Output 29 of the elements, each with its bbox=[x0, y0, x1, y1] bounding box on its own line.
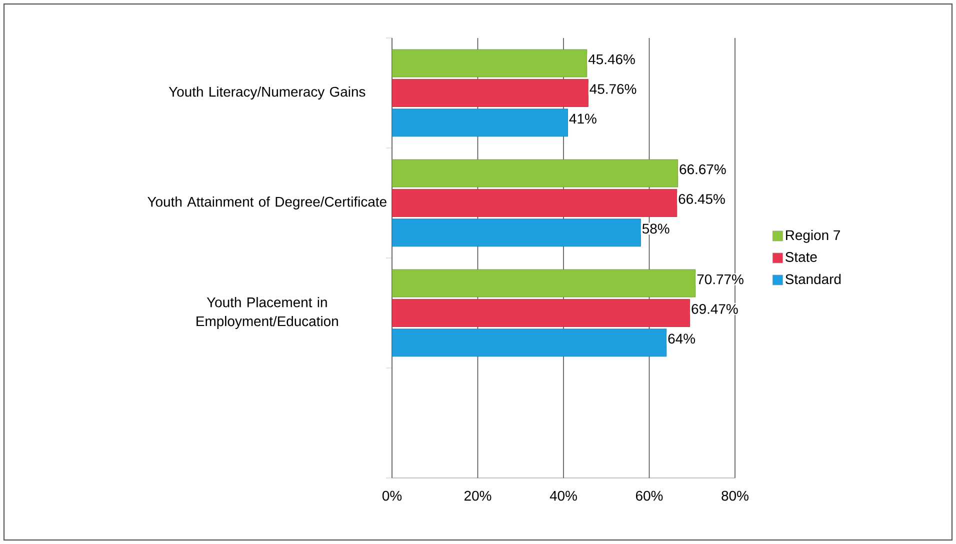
x-tick-label: 0% bbox=[382, 490, 402, 501]
bar bbox=[392, 49, 588, 78]
y-tick-label: Youth Literacy/Numeracy Gains bbox=[168, 86, 366, 100]
x-tick-label: 40% bbox=[550, 490, 577, 501]
data-label: 45.76% bbox=[590, 84, 636, 94]
bar bbox=[392, 299, 690, 327]
x-tick-label: 20% bbox=[464, 490, 492, 501]
data-label: 41% bbox=[569, 114, 596, 124]
legend-label: State bbox=[786, 252, 817, 262]
data-label: 69.47% bbox=[692, 304, 738, 314]
y-tick-label: Youth Placement in Employment/Education bbox=[196, 297, 338, 329]
bar bbox=[392, 159, 678, 188]
data-label: 64% bbox=[668, 334, 696, 344]
bar bbox=[392, 189, 678, 217]
legend-label: Region 7 bbox=[786, 230, 840, 243]
x-tick-label: 60% bbox=[636, 490, 663, 501]
legend-label: Standard bbox=[786, 274, 841, 284]
y-tick-label: Youth Attainment of Degree/Certificate bbox=[148, 196, 386, 210]
data-label: 45.46% bbox=[588, 54, 635, 64]
bar bbox=[392, 79, 588, 107]
bar bbox=[392, 218, 641, 247]
data-label: 58% bbox=[642, 224, 670, 234]
data-label: 66.45% bbox=[678, 194, 725, 204]
bar bbox=[392, 328, 667, 357]
bar bbox=[392, 108, 568, 137]
data-label: 70.77% bbox=[697, 274, 744, 284]
data-label: 66.67% bbox=[680, 164, 726, 174]
x-tick-label: 80% bbox=[722, 490, 748, 501]
bar bbox=[392, 269, 696, 298]
